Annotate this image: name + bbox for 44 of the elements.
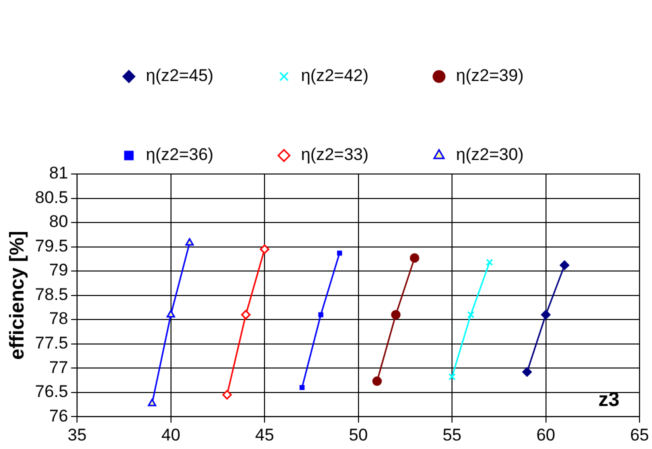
y-tick-label: 78.5 xyxy=(34,284,68,304)
legend-label: η(z2=36) xyxy=(146,145,214,164)
legend-label: η(z2=45) xyxy=(146,66,214,86)
y-tick-label: 76 xyxy=(49,406,68,426)
point xyxy=(222,390,232,400)
x-tick-label: 45 xyxy=(255,425,274,444)
y-tick-label: 79 xyxy=(49,260,68,280)
legend-label: η(z2=39) xyxy=(456,66,524,86)
point xyxy=(560,260,570,270)
point xyxy=(260,244,270,254)
point xyxy=(241,310,251,320)
y-tick-label: 80.5 xyxy=(34,188,68,207)
y-tick-label: 79.5 xyxy=(34,236,68,256)
point xyxy=(318,312,324,318)
x-tick-label: 35 xyxy=(68,425,87,444)
legend-label: η(z2=30) xyxy=(456,145,524,164)
y-tick-label: 78 xyxy=(49,309,68,328)
point xyxy=(486,258,494,266)
x-tick-label: 60 xyxy=(536,425,556,444)
y-axis-title: efficiency [%] xyxy=(6,230,29,360)
legend-label: η(z2=42) xyxy=(300,66,369,86)
y-tick-label: 81 xyxy=(49,164,68,183)
point xyxy=(448,373,456,380)
point xyxy=(372,376,382,386)
point xyxy=(522,367,532,377)
x-tick-label: 65 xyxy=(630,425,650,444)
x-axis-title: z3 xyxy=(598,389,620,412)
y-tick-label: 77.5 xyxy=(34,334,68,353)
point xyxy=(391,310,401,320)
x-tick-label: 50 xyxy=(348,425,368,444)
y-tick-label: 80 xyxy=(49,212,68,232)
point xyxy=(148,398,156,406)
point xyxy=(300,384,305,390)
legend-label: η(z2=33) xyxy=(300,145,369,164)
point xyxy=(337,250,342,256)
point xyxy=(541,310,551,320)
x-tick-label: 40 xyxy=(161,425,180,444)
y-tick-label: 76.5 xyxy=(34,382,68,402)
y-tick-label: 77 xyxy=(49,358,68,377)
point xyxy=(166,310,176,318)
point xyxy=(185,238,194,246)
point xyxy=(467,311,474,318)
x-tick-label: 55 xyxy=(442,425,462,444)
point xyxy=(410,253,420,263)
